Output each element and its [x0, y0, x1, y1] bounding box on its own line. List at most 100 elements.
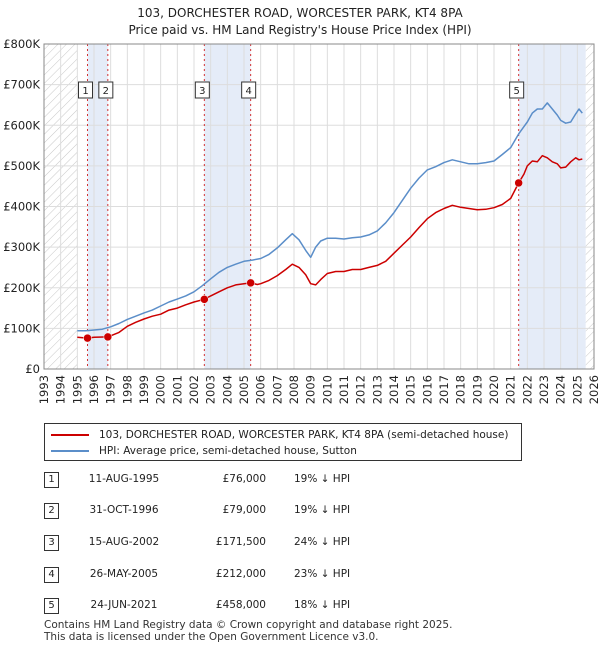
x-tick-label: 2000 [154, 375, 168, 404]
sale-label-number: 2 [103, 86, 109, 97]
legend-swatch-hpi [51, 450, 89, 452]
x-tick-label: 2005 [237, 375, 251, 404]
y-tick-label: £0 [25, 362, 40, 376]
sale-marker [246, 278, 255, 288]
x-tick-label: 1997 [104, 375, 118, 404]
sale-label-box: 1 [78, 81, 93, 99]
sale-number-badge: 2 [44, 503, 59, 519]
chart-title: 103, DORCHESTER ROAD, WORCESTER PARK, KT… [137, 6, 463, 20]
sale-date: 11-AUG-1995 [88, 473, 160, 485]
x-tick-label: 2001 [170, 375, 184, 404]
x-tick-label: 1999 [137, 375, 151, 404]
x-tick-label: 2022 [520, 375, 534, 404]
chart-subtitle: Price paid vs. HM Land Registry's House … [128, 23, 471, 37]
sale-row: 2 31-OCT-1996 £79,000 19% ↓ HPI [44, 503, 384, 523]
x-tick-label: 2006 [254, 375, 268, 404]
sale-label-box: 3 [194, 81, 210, 99]
x-tick-label: 2017 [437, 375, 451, 404]
y-tick-label: £400K [3, 200, 40, 214]
x-tick-label: 2021 [504, 375, 518, 404]
y-tick-label: £800K [3, 37, 40, 51]
x-tick-label: 2023 [537, 375, 551, 404]
y-tick-label: £100K [3, 321, 40, 335]
y-tick-label: £200K [3, 281, 40, 295]
footer-licence: This data is licensed under the Open Gov… [44, 631, 379, 643]
sale-label-frame [509, 81, 525, 99]
sale-price: £76,000 [222, 473, 266, 485]
x-tick-label: 2019 [470, 375, 484, 404]
sale-label-box: 4 [241, 81, 257, 99]
legend-label-hpi: HPI: Average price, semi-detached house,… [99, 445, 357, 457]
sale-label-number: 3 [199, 86, 205, 97]
x-tick-label: 2010 [320, 375, 334, 404]
sale-row: 5 24-JUN-2021 £458,000 18% ↓ HPI [44, 598, 384, 618]
footer-copyright: Contains HM Land Registry data © Crown c… [44, 619, 453, 631]
footer-attribution: Contains HM Land Registry data © Crown c… [44, 619, 452, 643]
sale-price: £212,000 [215, 568, 266, 580]
sale-number-badge: 5 [44, 598, 59, 614]
sale-price: £79,000 [222, 504, 266, 516]
sale-label-frame [241, 81, 257, 99]
x-tick-label: 2007 [270, 375, 284, 404]
sale-hpi-diff: 18% ↓ HPI [294, 599, 351, 611]
y-tick-label: £300K [3, 240, 40, 254]
sale-hpi-diff: 19% ↓ HPI [294, 473, 351, 485]
sale-hpi-diff: 23% ↓ HPI [294, 568, 351, 580]
sale-date: 15-AUG-2002 [88, 536, 160, 548]
x-tick-label: 2025 [570, 375, 584, 404]
x-tick-label: 2020 [487, 375, 501, 404]
sale-label-frame [194, 81, 210, 99]
sale-label-frame [78, 81, 93, 99]
sale-row: 3 15-AUG-2002 £171,500 24% ↓ HPI [44, 535, 384, 555]
plot-frame [43, 43, 595, 370]
x-tick-label: 1995 [70, 375, 84, 404]
sale-marker [103, 332, 113, 342]
sale-marker [83, 333, 92, 343]
sale-row: 1 11-AUG-1995 £76,000 19% ↓ HPI [44, 472, 384, 492]
x-tick-label: 2009 [304, 375, 318, 404]
x-tick-label: 2003 [204, 375, 218, 404]
sale-number-badge: 1 [44, 472, 59, 488]
x-tick-label: 2015 [404, 375, 418, 404]
x-tick-label: 2016 [420, 375, 434, 404]
legend-item-hpi: HPI: Average price, semi-detached house,… [51, 443, 357, 459]
sale-label-box: 5 [509, 81, 525, 99]
sale-row: 4 26-MAY-2005 £212,000 23% ↓ HPI [44, 567, 384, 587]
price-paid-line [77, 154, 583, 339]
x-tick-label: 2002 [187, 375, 201, 404]
sale-hpi-diff: 24% ↓ HPI [294, 536, 351, 548]
legend-item-price: 103, DORCHESTER ROAD, WORCESTER PARK, KT… [51, 427, 508, 443]
y-tick-label: £600K [3, 118, 40, 132]
sale-label-frame [98, 81, 114, 99]
x-tick-label: 2014 [387, 375, 401, 404]
legend-swatch-price [51, 434, 89, 436]
y-tick-label: £700K [3, 78, 40, 92]
x-tick-label: 1996 [87, 375, 101, 404]
sale-date: 26-MAY-2005 [89, 568, 159, 580]
x-tick-label: 1993 [37, 375, 51, 404]
x-tick-label: 2024 [554, 375, 568, 404]
x-tick-label: 2011 [337, 375, 351, 404]
sale-price: £458,000 [215, 599, 266, 611]
sale-number-badge: 4 [44, 567, 59, 583]
x-tick-label: 2018 [454, 375, 468, 404]
legend-label-price: 103, DORCHESTER ROAD, WORCESTER PARK, KT… [99, 429, 509, 441]
price-chart: 103, DORCHESTER ROAD, WORCESTER PARK, KT… [3, 6, 600, 404]
x-tick-label: 1998 [120, 375, 134, 404]
hpi-line [77, 102, 583, 332]
sale-label-number: 5 [513, 86, 519, 97]
sale-date: 31-OCT-1996 [89, 504, 159, 516]
sale-marker [200, 295, 209, 304]
x-tick-label: 2004 [220, 375, 234, 404]
sale-label-number: 4 [245, 86, 251, 97]
x-tick-label: 1994 [54, 375, 68, 404]
sale-hpi-diff: 19% ↓ HPI [294, 504, 351, 516]
sale-number-badge: 3 [44, 535, 59, 551]
x-tick-label: 2008 [287, 375, 301, 404]
y-tick-label: £500K [3, 159, 40, 173]
x-tick-label: 2026 [587, 375, 600, 404]
sale-label-number: 1 [82, 86, 88, 97]
sale-marker [514, 178, 523, 188]
legend: 103, DORCHESTER ROAD, WORCESTER PARK, KT… [44, 423, 522, 461]
x-tick-label: 2013 [370, 375, 384, 404]
